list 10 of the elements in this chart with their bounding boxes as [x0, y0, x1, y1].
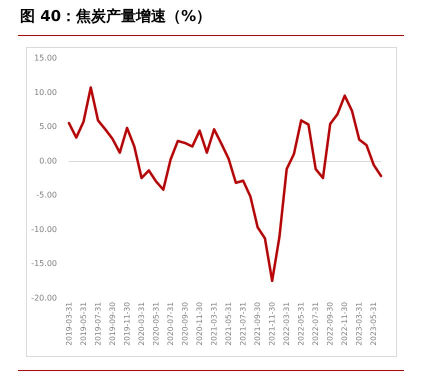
- y-tick-label: -5.00: [36, 190, 57, 200]
- y-tick-label: 5.00: [39, 122, 57, 132]
- y-tick-label: -20.00: [31, 294, 57, 302]
- line-series: [68, 86, 382, 282]
- y-tick-label: 0.00: [39, 156, 57, 166]
- y-tick-label: -10.00: [31, 224, 57, 234]
- y-tick-label: 15.00: [34, 54, 57, 62]
- y-tick-label: -15.00: [31, 259, 57, 268]
- chart-title: 图 40：焦炭产量增速（%）: [20, 7, 212, 26]
- y-tick-label: 10.00: [34, 88, 57, 97]
